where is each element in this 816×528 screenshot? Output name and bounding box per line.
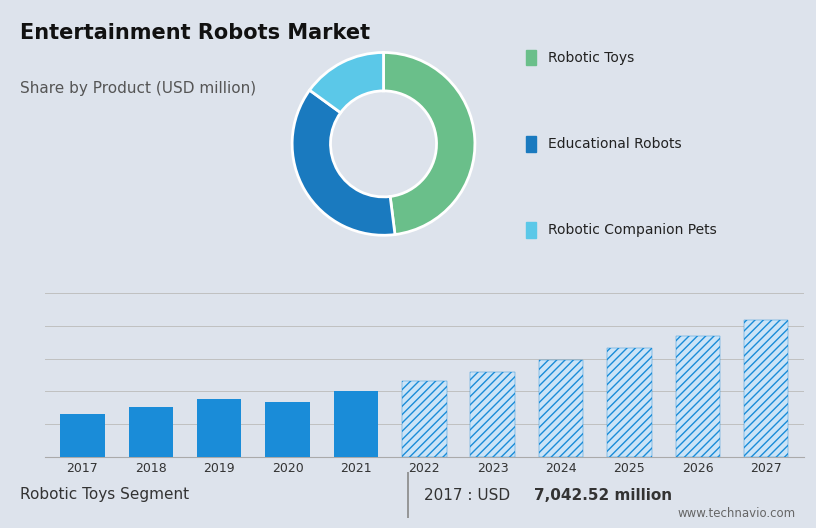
Bar [265, 402, 310, 457]
Bar [526, 136, 536, 152]
Text: Robotic Companion Pets: Robotic Companion Pets [548, 223, 716, 237]
Bar [526, 50, 536, 65]
Bar [526, 222, 536, 238]
Text: Robotic Toys Segment: Robotic Toys Segment [20, 487, 189, 503]
Bar [471, 372, 515, 457]
Bar [539, 360, 583, 457]
Bar [607, 347, 652, 457]
Text: Share by Product (USD million): Share by Product (USD million) [20, 81, 256, 96]
Text: Educational Robots: Educational Robots [548, 137, 681, 151]
Text: www.technavio.com: www.technavio.com [677, 507, 796, 520]
Wedge shape [292, 90, 395, 235]
Bar [60, 414, 104, 457]
Wedge shape [309, 52, 384, 112]
Text: Robotic Toys: Robotic Toys [548, 51, 634, 64]
Bar [402, 381, 446, 457]
Bar [334, 391, 378, 457]
Text: Entertainment Robots Market: Entertainment Robots Market [20, 23, 370, 43]
Bar [129, 407, 173, 457]
Wedge shape [384, 52, 475, 234]
Text: 2017 : USD: 2017 : USD [424, 487, 516, 503]
Text: 7,042.52 million: 7,042.52 million [534, 487, 672, 503]
Bar [197, 399, 242, 457]
Bar [676, 335, 720, 457]
Bar [744, 320, 788, 457]
